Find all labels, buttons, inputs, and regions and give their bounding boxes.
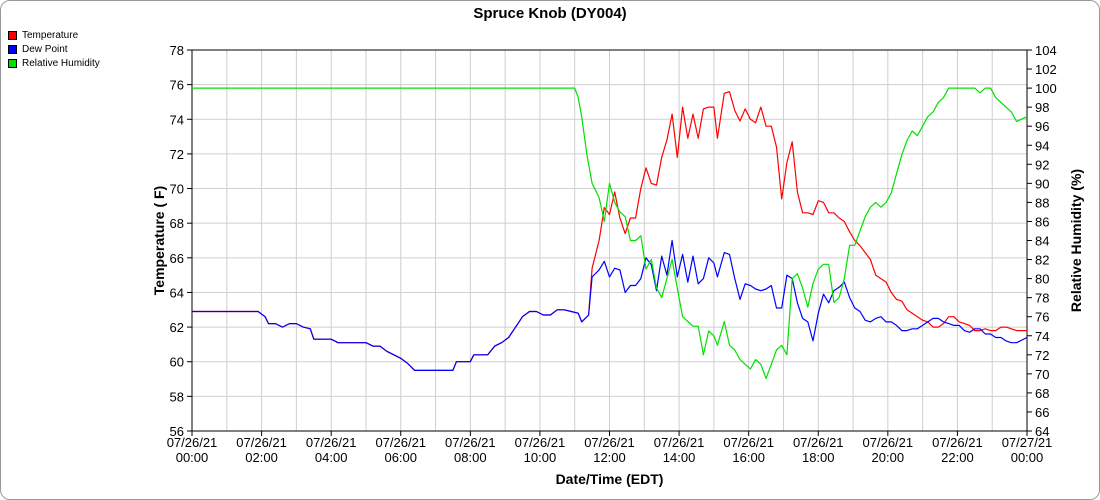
right-tick-label: 98 [1035,100,1049,115]
x-tick-date: 07/26/21 [167,435,218,450]
legend-item-temperature: Temperature [8,28,100,42]
right-tick-label: 68 [1035,386,1049,401]
series-line-relative-humidity [192,87,1028,380]
x-tick-time: 04:00 [315,450,348,465]
x-tick-date: 07/26/21 [515,435,566,450]
right-tick-label: 88 [1035,195,1049,210]
left-tick-label: 74 [170,112,184,127]
x-tick-time: 14:00 [663,450,696,465]
right-tick-label: 72 [1035,348,1049,363]
right-tick-label: 70 [1035,367,1049,382]
right-tick-label: 100 [1035,81,1057,96]
x-tick-date: 07/26/21 [584,435,635,450]
right-tick-label: 78 [1035,291,1049,306]
legend-swatch-dew-point [8,44,17,54]
left-tick-label: 62 [170,320,184,335]
right-tick-label: 102 [1035,62,1057,77]
x-tick-date: 07/26/21 [863,435,914,450]
right-tick-label: 64 [1035,424,1049,439]
x-tick-date: 07/26/21 [723,435,774,450]
legend-label-relative-humidity: Relative Humidity [22,57,100,69]
x-axis-ticks: 07/26/2100:0007/26/2102:0007/26/2104:000… [167,431,1053,465]
left-tick-label: 56 [170,424,184,439]
right-tick-label: 82 [1035,253,1049,268]
right-tick-label: 80 [1035,272,1049,287]
x-tick-time: 12:00 [593,450,626,465]
left-tick-label: 76 [170,78,184,93]
right-tick-label: 86 [1035,214,1049,229]
x-tick-time: 16:00 [732,450,765,465]
right-tick-label: 96 [1035,119,1049,134]
series-line-dew-point [192,239,1028,371]
right-tick-label: 84 [1035,234,1049,249]
right-tick-label: 66 [1035,405,1049,420]
left-axis-ticks: 56 58 60 62 64 66 68 70 72 74 76 78 [170,43,192,439]
right-tick-label: 104 [1035,43,1057,58]
x-tick-time: 00:00 [176,450,209,465]
right-tick-label: 74 [1035,329,1049,344]
right-tick-label: 90 [1035,176,1049,191]
left-tick-label: 64 [170,285,184,300]
series-group [192,87,1028,380]
legend-swatch-temperature [8,30,17,40]
left-tick-label: 78 [170,43,184,58]
x-tick-date: 07/26/21 [445,435,496,450]
legend-item-relative-humidity: Relative Humidity [8,56,100,70]
x-tick-time: 18:00 [802,450,835,465]
left-tick-label: 60 [170,355,184,370]
x-axis-title: Date/Time (EDT) [556,471,664,487]
left-axis-title: Temperature ( F) [151,186,167,295]
x-tick-date: 07/26/21 [306,435,357,450]
x-tick-time: 00:00 [1011,450,1044,465]
chart-title: Spruce Knob (DY004) [473,5,627,22]
legend: Temperature Dew Point Relative Humidity [8,28,100,70]
right-tick-label: 92 [1035,157,1049,172]
x-tick-date: 07/26/21 [793,435,844,450]
x-tick-time: 20:00 [872,450,905,465]
right-tick-label: 76 [1035,310,1049,325]
left-tick-label: 68 [170,216,184,231]
right-axis-ticks: 64 66 68 70 72 74 76 78 80 82 84 86 88 90 92 94 96 98 100 1… [1027,43,1057,439]
left-tick-label: 58 [170,389,184,404]
legend-label-dew-point: Dew Point [22,43,68,55]
x-tick-time: 22:00 [941,450,974,465]
right-tick-label: 94 [1035,138,1049,153]
x-tick-date: 07/26/21 [932,435,983,450]
x-tick-time: 10:00 [524,450,557,465]
left-tick-label: 70 [170,182,184,197]
x-tick-date: 07/27/21 [1002,435,1053,450]
x-tick-time: 02:00 [245,450,278,465]
legend-item-dew-point: Dew Point [8,42,100,56]
x-tick-time: 08:00 [454,450,487,465]
x-tick-date: 07/26/21 [236,435,287,450]
legend-swatch-relative-humidity [8,58,17,68]
right-axis-title: Relative Humidity (%) [1068,169,1084,312]
legend-label-temperature: Temperature [22,29,79,41]
x-tick-date: 07/26/21 [654,435,705,450]
left-tick-label: 72 [170,147,184,162]
x-tick-date: 07/26/21 [375,435,426,450]
grid [191,49,1028,432]
left-tick-label: 66 [170,251,184,266]
x-tick-time: 06:00 [384,450,417,465]
